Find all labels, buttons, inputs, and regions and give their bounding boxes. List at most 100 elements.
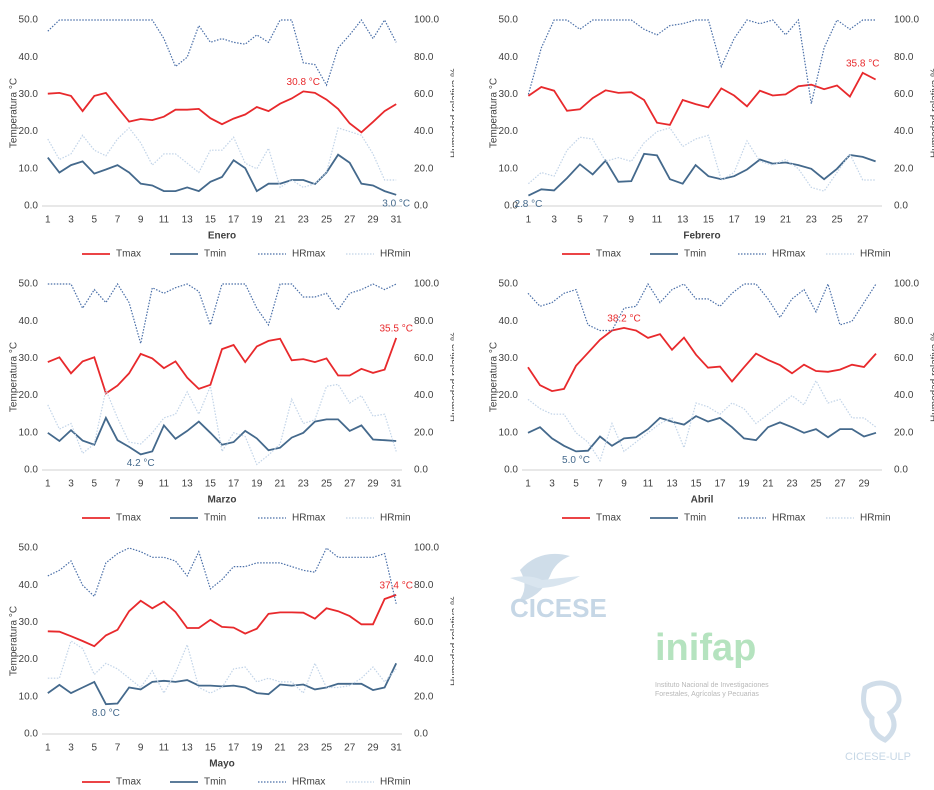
y2-tick-label: 60.0 [894,353,914,364]
x-tick-label: 17 [729,215,741,226]
series-line [527,326,877,393]
legend-label: HRmax [772,513,805,524]
x-tick-label: 31 [391,215,403,226]
x-tick-label: 9 [138,743,144,754]
chart: 0.0 10.0 20.0 30.0 40.0 50.0 0.0 20.0 40.0 60.0 80… [9,543,454,788]
x-tick-label: 27 [834,479,846,490]
y2-axis-title: Humedad relativa % [930,332,934,422]
y-tick-label: 10.0 [19,427,39,438]
x-axis-title: Marzo [208,495,237,506]
y-tick-label: 40.0 [19,52,39,63]
y2-tick-label: 80.0 [414,316,434,327]
legend-label: HRmax [772,249,805,260]
y-tick-label: 10.0 [499,427,519,438]
x-tick-label: 9 [138,215,144,226]
y2-tick-label: 80.0 [414,52,434,63]
x-tick-label: 13 [677,215,689,226]
x-tick-label: 25 [321,743,333,754]
x-tick-label: 15 [703,215,715,226]
annotation: 30.8 °C [287,77,320,88]
x-tick-label: 27 [344,479,356,490]
y-tick-label: 0.0 [24,729,38,740]
annotation: 35.8 °C [846,58,879,69]
y2-tick-label: 0.0 [894,201,908,212]
series-line [527,18,876,104]
series-line [528,127,876,192]
y2-axis-title: Humedad relativa % [930,68,934,158]
legend-label: Tmin [204,513,226,524]
x-tick-label: 31 [391,743,403,754]
y2-tick-label: 60.0 [894,89,914,100]
x-tick-label: 7 [597,479,603,490]
x-tick-label: 5 [577,215,583,226]
y2-axis-title: Humedad relativa % [450,332,454,422]
x-tick-label: 9 [138,479,144,490]
x-tick-label: 15 [205,479,217,490]
y-tick-label: 30.0 [499,89,519,100]
legend-label: Tmax [116,249,141,260]
legend-label: Tmin [204,249,226,260]
y-axis-title: Temperatura °C [9,78,20,148]
y2-tick-label: 40.0 [894,126,914,137]
legend-label: Tmax [596,513,621,524]
y-tick-label: 50.0 [19,543,39,554]
x-tick-label: 5 [91,479,97,490]
x-axis-title: Febrero [683,231,720,242]
x-tick-label: 1 [45,479,51,490]
series-line [47,90,397,134]
y2-axis-title: Humedad relativa % [450,596,454,686]
x-tick-label: 29 [367,743,379,754]
x-tick-label: 21 [275,215,287,226]
x-tick-label: 3 [68,743,74,754]
x-tick-label: 5 [91,743,97,754]
y-tick-label: 20.0 [19,390,39,401]
series-line [527,415,877,453]
annotation: 4.2 °C [127,458,155,469]
series-line [527,71,877,126]
y2-tick-label: 40.0 [414,126,434,137]
y2-tick-label: 40.0 [414,654,434,665]
y2-tick-label: 60.0 [414,617,434,628]
x-tick-label: 25 [321,479,333,490]
x-tick-label: 23 [806,215,818,226]
x-tick-label: 7 [115,743,121,754]
x-tick-label: 1 [45,743,51,754]
series-line [47,282,397,344]
x-tick-label: 13 [182,215,194,226]
series-line [47,662,398,706]
x-tick-label: 1 [526,215,532,226]
x-tick-label: 7 [115,215,121,226]
x-tick-label: 27 [344,743,356,754]
y2-tick-label: 80.0 [414,580,434,591]
inifap-subtitle: Forestales, Agrícolas y Pecuarias [655,691,759,698]
x-tick-label: 13 [666,479,678,490]
x-tick-label: 23 [298,215,310,226]
x-tick-label: 17 [228,215,240,226]
series-line [47,153,397,196]
y-tick-label: 30.0 [499,353,519,364]
legend-label: Tmax [116,513,141,524]
legend-label: HRmin [860,513,891,524]
annotation: 3.0 °C [382,198,410,209]
y2-tick-label: 40.0 [414,390,434,401]
y-tick-label: 20.0 [19,126,39,137]
y-tick-label: 10.0 [499,163,519,174]
legend-label: Tmax [596,249,621,260]
series-line [47,547,397,604]
cicese-bird [518,553,570,602]
x-tick-label: 15 [690,479,702,490]
y-tick-label: 10.0 [19,691,39,702]
chart: 0.0 10.0 20.0 30.0 40.0 50.0 0.0 20.0 40.0 60.0 80… [9,15,454,260]
x-tick-label: 17 [228,743,240,754]
annotation: 38.2 °C [607,314,640,325]
y-tick-label: 30.0 [19,617,39,628]
y2-tick-label: 20.0 [414,691,434,702]
series-line [47,383,397,466]
y2-tick-label: 20.0 [414,163,434,174]
legend-label: Tmin [684,513,706,524]
x-tick-label: 27 [344,215,356,226]
annotation: 5.0 °C [562,455,590,466]
x-tick-label: 19 [251,215,263,226]
x-tick-label: 21 [275,743,287,754]
